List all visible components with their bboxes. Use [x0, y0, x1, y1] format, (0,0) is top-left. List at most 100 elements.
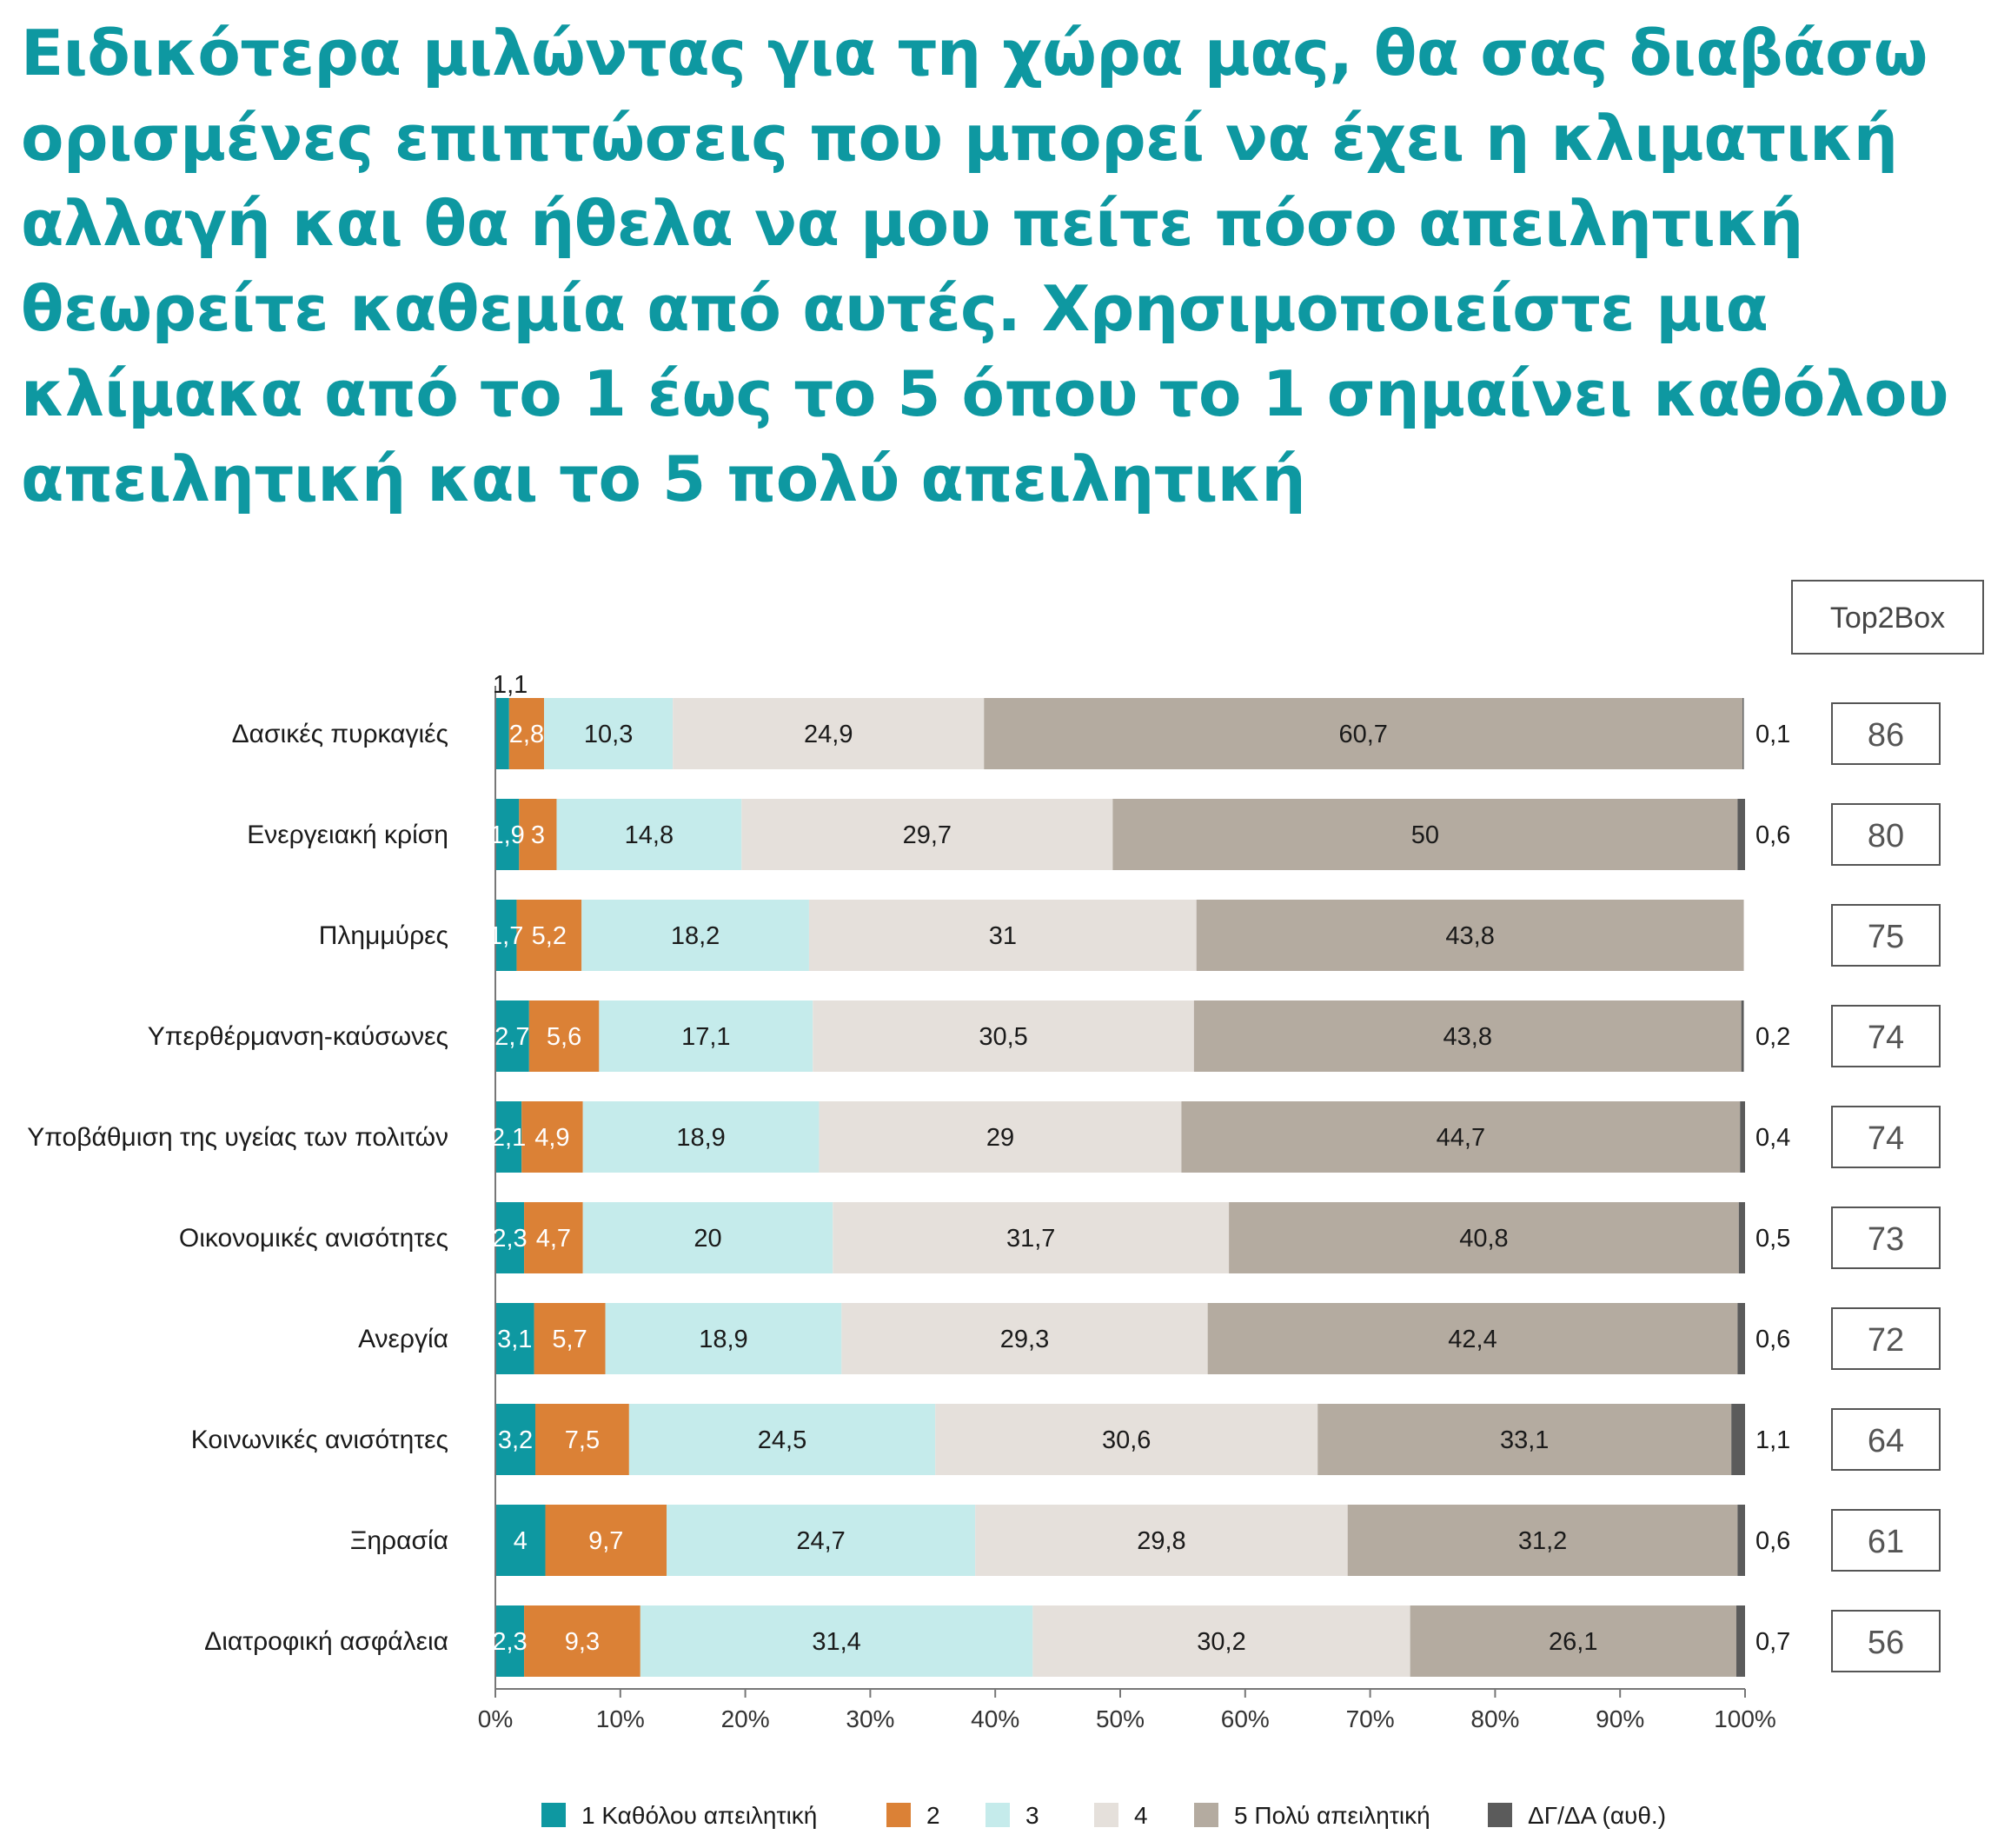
data-label: 10,3	[584, 721, 633, 748]
data-label: 31,2	[1518, 1527, 1567, 1555]
data-label: 60,7	[1338, 721, 1387, 748]
data-label: 3,2	[498, 1426, 533, 1454]
category-label: Υποβάθμιση της υγείας των πολιτών	[27, 1123, 448, 1152]
data-label: 18,9	[699, 1326, 747, 1353]
bar-segment	[667, 1505, 976, 1576]
bar-segment	[673, 698, 985, 769]
x-tick-label: 40%	[971, 1705, 1019, 1732]
top2box-header: Top2Box	[1830, 602, 1945, 635]
top2box-cell	[1831, 1408, 1941, 1471]
bar-segment	[1229, 1202, 1739, 1273]
data-label: 31,7	[1006, 1225, 1055, 1253]
bar-segment	[1207, 1303, 1738, 1374]
data-label: 43,8	[1445, 922, 1494, 950]
top2box-value: 74	[1868, 1020, 1904, 1056]
data-label: 5,7	[552, 1326, 587, 1353]
bar-segment	[495, 1000, 529, 1072]
bar-segment	[1735, 1605, 1745, 1677]
x-tick-label: 60%	[1221, 1705, 1270, 1732]
category-label: Δασικές πυρκαγιές	[232, 720, 448, 748]
data-label: 29,3	[1000, 1326, 1049, 1353]
top2box-header-box	[1791, 580, 1984, 655]
chart-title: Ειδικότερα μιλώντας για τη χώρα μας, θα …	[21, 17, 1949, 515]
bar-segment	[984, 698, 1743, 769]
bar-segment	[1112, 799, 1738, 870]
data-label: 9,7	[588, 1527, 623, 1555]
bar-segment	[1193, 1000, 1742, 1072]
x-tick-label: 70%	[1346, 1705, 1395, 1732]
data-label: 29	[986, 1124, 1014, 1152]
bar-segment	[1410, 1605, 1736, 1677]
data-label: 0,6	[1755, 1326, 1790, 1353]
top2box-value: 56	[1868, 1625, 1904, 1661]
bar-segment	[1737, 1505, 1745, 1576]
data-label: 44,7	[1437, 1124, 1485, 1152]
bar-segment	[628, 1404, 936, 1475]
bar-segment	[495, 1404, 536, 1475]
bar-segment	[495, 1605, 525, 1677]
data-label: 43,8	[1443, 1023, 1492, 1051]
data-label: 17,1	[681, 1023, 730, 1051]
bar-segment	[582, 1101, 820, 1173]
top2box-value: 64	[1868, 1423, 1904, 1459]
data-label: 29,7	[903, 821, 952, 849]
x-tick-label: 90%	[1596, 1705, 1644, 1732]
data-label: 24,5	[758, 1426, 806, 1454]
data-label: 31	[989, 922, 1017, 950]
top2box-cell	[1831, 1509, 1941, 1572]
top2box-value: 72	[1868, 1322, 1904, 1359]
x-tick-label: 50%	[1096, 1705, 1145, 1732]
data-label: 2,3	[492, 1225, 527, 1253]
data-label: 0,6	[1755, 1527, 1790, 1555]
data-label: 30,6	[1102, 1426, 1151, 1454]
bar-segment	[534, 1303, 606, 1374]
data-label: 0,4	[1755, 1124, 1790, 1152]
data-label: 24,7	[796, 1527, 845, 1555]
data-label: 50	[1411, 821, 1439, 849]
category-label: Κοινωνικές ανισότητες	[191, 1426, 448, 1454]
top2box-value: 74	[1868, 1120, 1904, 1157]
data-label: 2,8	[509, 721, 544, 748]
top2box-value: 61	[1868, 1524, 1904, 1560]
bar-segment	[599, 1000, 813, 1072]
data-label: 9,3	[565, 1628, 600, 1656]
category-label: Ενεργειακή κρίση	[247, 821, 448, 849]
bar-segment	[528, 1000, 600, 1072]
x-tick-label: 80%	[1470, 1705, 1519, 1732]
data-label: 5,2	[532, 922, 567, 950]
bar-segment	[935, 1404, 1318, 1475]
legend-label: ΔΓ/ΔΑ (αυθ.)	[1528, 1802, 1666, 1829]
category-label: Ανεργία	[358, 1325, 448, 1353]
data-label: 1,9	[489, 821, 524, 849]
x-tick-label: 30%	[846, 1705, 894, 1732]
data-label: 3,1	[497, 1326, 532, 1353]
category-label: Ξηρασία	[350, 1526, 448, 1555]
bar-segment	[581, 900, 809, 971]
x-tick-label: 10%	[596, 1705, 645, 1732]
bar-segment	[841, 1303, 1208, 1374]
top2box-value: 73	[1868, 1221, 1904, 1258]
top2box-cell	[1831, 904, 1941, 967]
bar-segment	[495, 1505, 546, 1576]
bar-segment	[819, 1101, 1182, 1173]
category-label: Οικονομικές ανισότητες	[179, 1224, 448, 1253]
bar-segment	[524, 1202, 583, 1273]
data-label: 18,2	[671, 922, 720, 950]
top2box-cell	[1831, 803, 1941, 866]
data-label: 0,6	[1755, 821, 1790, 849]
data-label: 14,8	[625, 821, 674, 849]
data-label: 1,7	[488, 922, 523, 950]
top2box-cell	[1831, 1307, 1941, 1370]
bar-segment	[640, 1605, 1033, 1677]
bar-segment	[535, 1404, 629, 1475]
bar-segment	[495, 799, 520, 870]
top2box-value: 80	[1868, 818, 1904, 854]
top2box-cell	[1831, 1207, 1941, 1269]
bar-segment	[556, 799, 742, 870]
data-label: 29,8	[1137, 1527, 1185, 1555]
data-label: 4,9	[534, 1124, 569, 1152]
legend-label: 1 Καθόλου απειλητική	[581, 1802, 817, 1829]
data-label: 0,5	[1755, 1225, 1790, 1253]
x-tick-label: 0%	[478, 1705, 513, 1732]
bar-segment	[582, 1202, 833, 1273]
